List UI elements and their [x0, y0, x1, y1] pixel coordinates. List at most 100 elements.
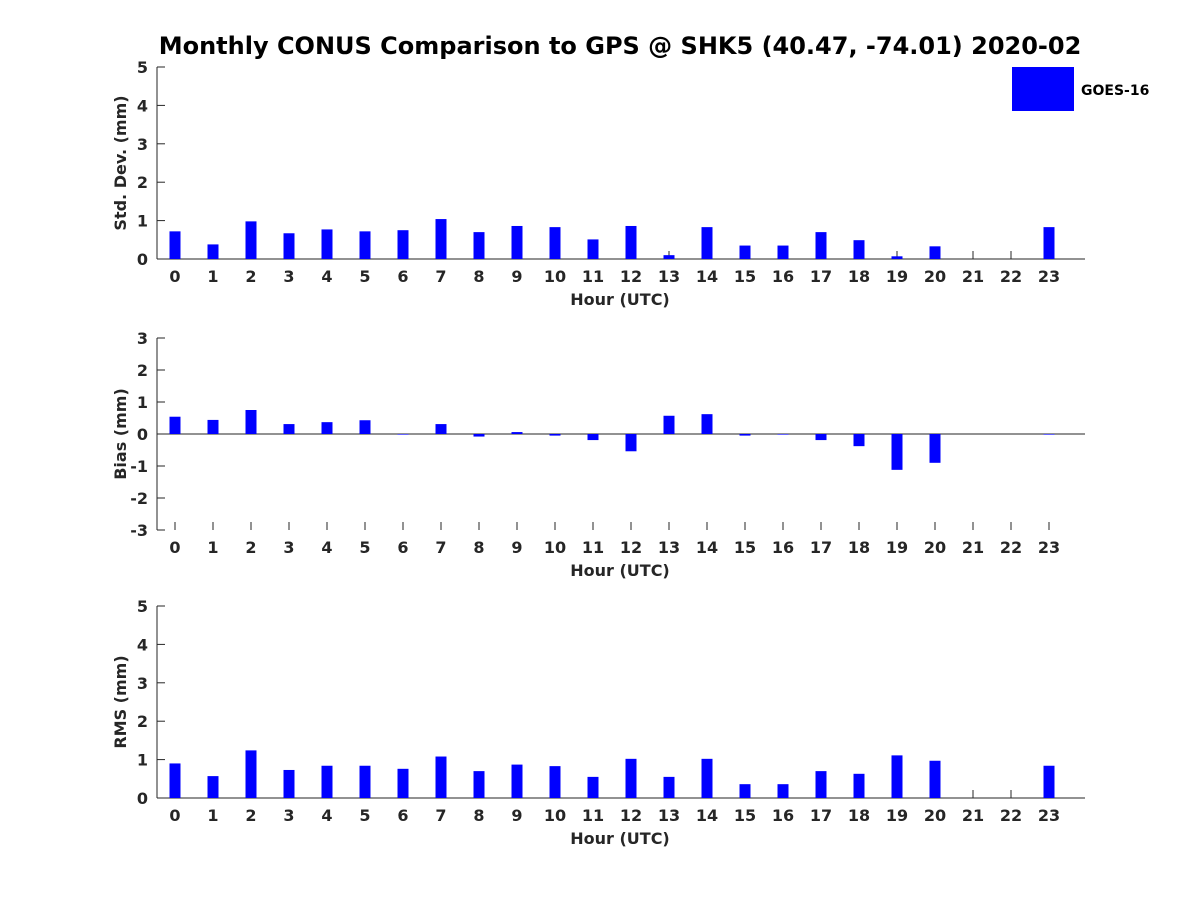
std-bar-hour-3	[283, 233, 295, 259]
rms-xtick-label: 16	[772, 806, 794, 825]
bias-bar-hour-4	[321, 422, 333, 434]
std-bar-hour-2	[245, 221, 257, 259]
rms-xtick-label: 17	[810, 806, 832, 825]
bias-xtick-label: 8	[473, 538, 484, 557]
std-xtick-label: 0	[169, 267, 180, 286]
rms-xtick-label: 7	[435, 806, 446, 825]
rms-xlabel: Hour (UTC)	[570, 829, 670, 848]
std-bar-hour-23	[1043, 227, 1055, 259]
rms-bar-hour-7	[435, 756, 447, 798]
rms-bar-hour-11	[587, 776, 599, 798]
std-ytick-label: 0	[137, 250, 148, 269]
bias-xtick-label: 23	[1038, 538, 1060, 557]
bias-bar-hour-6	[397, 434, 409, 435]
bias-bar-hour-14	[701, 414, 713, 434]
rms-ytick-label: 4	[137, 635, 148, 654]
std-xtick-label: 10	[544, 267, 566, 286]
rms-xtick-label: 1	[207, 806, 218, 825]
std-xtick-label: 12	[620, 267, 642, 286]
bias-bar-hour-11	[587, 434, 599, 441]
rms-bar-hour-14	[701, 758, 713, 798]
legend-swatch-goes16	[1012, 67, 1074, 111]
rms-xtick-label: 6	[397, 806, 408, 825]
std-xtick-label: 14	[696, 267, 718, 286]
bias-xtick-label: 3	[283, 538, 294, 557]
rms-bar-hour-6	[397, 768, 409, 798]
bias-ytick-label: 2	[137, 361, 148, 380]
rms-ytick-label: 2	[137, 712, 148, 731]
std-xtick-label: 7	[435, 267, 446, 286]
std-xlabel: Hour (UTC)	[570, 290, 670, 309]
rms-xtick-label: 12	[620, 806, 642, 825]
rms-xtick-label: 19	[886, 806, 908, 825]
std-bar-hour-13	[663, 255, 675, 259]
bias-xtick-label: 11	[582, 538, 604, 557]
bias-xtick-label: 18	[848, 538, 870, 557]
bias-xtick-label: 21	[962, 538, 984, 557]
std-ytick-label: 3	[137, 135, 148, 154]
bias-bar-hour-10	[549, 434, 561, 436]
rms-bar-hour-18	[853, 773, 865, 798]
bias-ytick-label: 1	[137, 393, 148, 412]
std-ytick-label: 2	[137, 173, 148, 192]
bias-bar-hour-16	[777, 434, 789, 435]
bias-bar-hour-18	[853, 434, 865, 447]
std-xtick-label: 20	[924, 267, 946, 286]
bias-xtick-label: 6	[397, 538, 408, 557]
rms-ytick-label: 0	[137, 789, 148, 808]
bias-xtick-label: 13	[658, 538, 680, 557]
bias-xtick-label: 1	[207, 538, 218, 557]
std-xtick-label: 13	[658, 267, 680, 286]
rms-ytick-label: 1	[137, 751, 148, 770]
rms-xtick-label: 10	[544, 806, 566, 825]
bias-bar-hour-19	[891, 434, 903, 470]
bias-xtick-label: 20	[924, 538, 946, 557]
std-bar-hour-15	[739, 245, 751, 259]
bias-ytick-label: -3	[130, 521, 148, 540]
bias-ytick-label: 0	[137, 425, 148, 444]
std-xtick-label: 9	[511, 267, 522, 286]
std-ytick-label: 1	[137, 212, 148, 231]
bias-xtick-label: 9	[511, 538, 522, 557]
bias-xtick-label: 22	[1000, 538, 1022, 557]
std-bar-hour-8	[473, 232, 485, 259]
std-xtick-label: 22	[1000, 267, 1022, 286]
rms-bar-hour-1	[207, 776, 219, 798]
std-bar-hour-18	[853, 240, 865, 259]
std-xtick-label: 6	[397, 267, 408, 286]
rms-bar-hour-5	[359, 765, 371, 798]
std-bar-hour-12	[625, 225, 637, 259]
rms-ytick-label: 3	[137, 674, 148, 693]
bias-xtick-label: 2	[245, 538, 256, 557]
bias-bar-hour-1	[207, 419, 219, 434]
bias-xtick-label: 0	[169, 538, 180, 557]
rms-bar-hour-15	[739, 784, 751, 798]
bias-bar-hour-23	[1043, 434, 1055, 435]
std-bar-hour-4	[321, 229, 333, 259]
bias-bar-hour-13	[663, 415, 675, 434]
rms-xtick-label: 11	[582, 806, 604, 825]
bias-bar-hour-7	[435, 424, 447, 434]
std-bar-hour-1	[207, 244, 219, 259]
rms-bar-hour-3	[283, 769, 295, 798]
std-bar-hour-9	[511, 225, 523, 259]
rms-ytick-label: 5	[137, 597, 148, 616]
std-xtick-label: 4	[321, 267, 332, 286]
std-bar-hour-5	[359, 231, 371, 259]
legend: GOES-16	[1012, 67, 1149, 111]
bias-bar-hour-2	[245, 410, 257, 434]
rms-xtick-label: 2	[245, 806, 256, 825]
std-bar-hour-6	[397, 230, 409, 259]
bias-bar-hour-3	[283, 424, 295, 434]
std-bar-hour-14	[701, 227, 713, 259]
std-bar-hour-10	[549, 227, 561, 259]
bias-bar-hour-20	[929, 434, 941, 463]
bias-xtick-label: 5	[359, 538, 370, 557]
std-xtick-label: 3	[283, 267, 294, 286]
bias-bar-hour-0	[169, 416, 181, 434]
std-bar-hour-0	[169, 231, 181, 259]
bias-xtick-label: 10	[544, 538, 566, 557]
rms-xtick-label: 13	[658, 806, 680, 825]
